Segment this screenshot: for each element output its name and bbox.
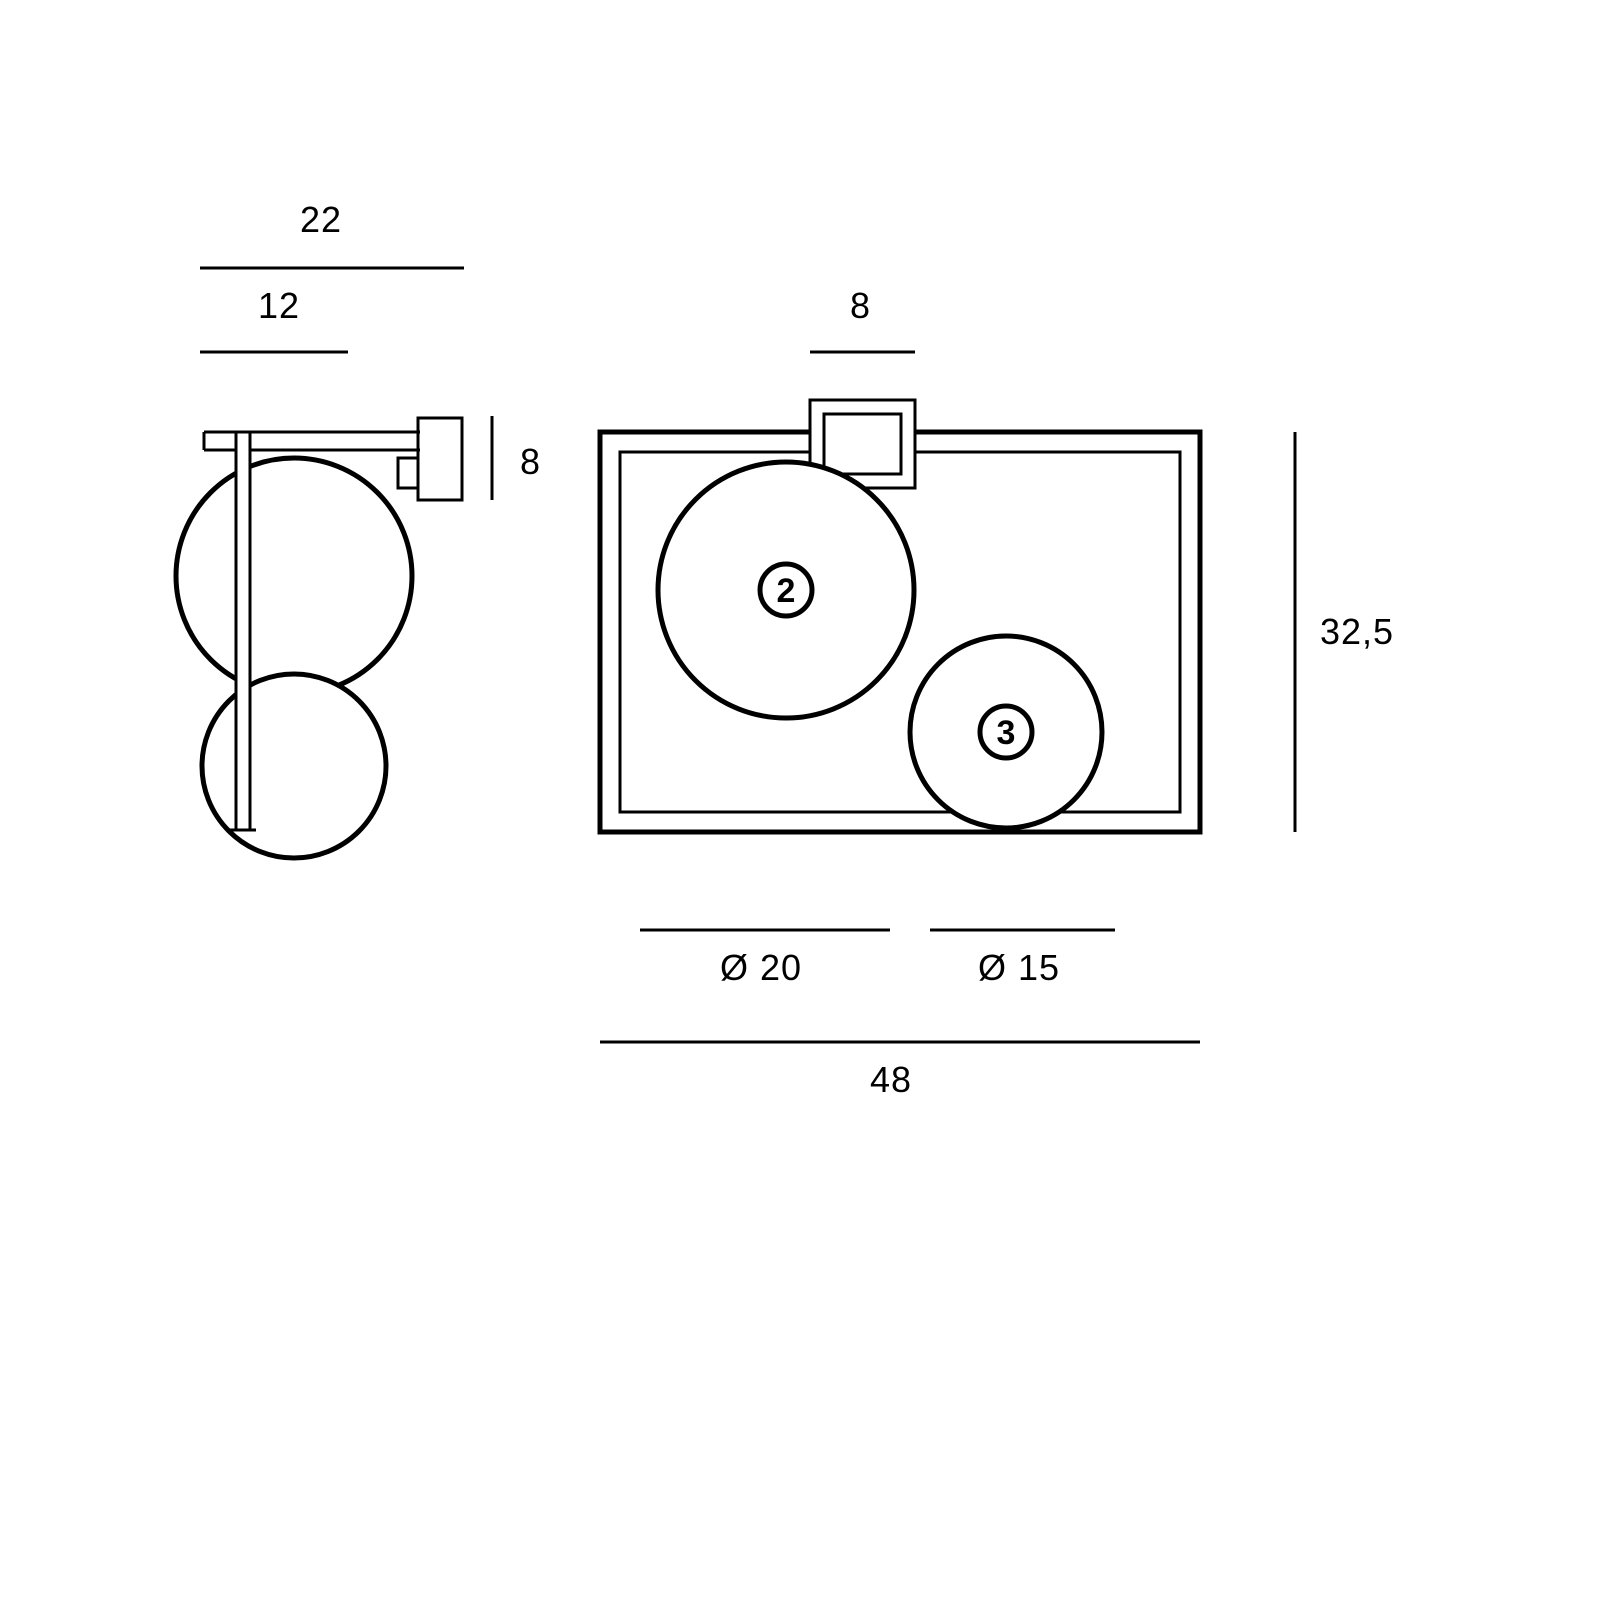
dim-label-12: 12	[258, 285, 300, 326]
side-sphere-lower	[202, 674, 386, 858]
dim-label-22: 22	[300, 199, 342, 240]
dim-label-48: 48	[870, 1059, 912, 1100]
dim-label-325: 32,5	[1320, 611, 1394, 652]
front-view	[600, 400, 1200, 832]
dim-label-dia20: Ø 20	[720, 947, 802, 988]
side-view	[176, 418, 462, 858]
mount-inner	[824, 414, 901, 474]
dim-label-8-side: 8	[520, 441, 541, 482]
dim-label-8-top: 8	[850, 285, 871, 326]
marker-label-3: 3	[997, 714, 1016, 752]
side-sphere-upper	[176, 458, 412, 694]
technical-drawing: 22 12 8 8 32,5 Ø 20 Ø 15 48 2 3	[0, 0, 1600, 1600]
dim-label-dia15: Ø 15	[978, 947, 1060, 988]
side-drop-rod	[236, 432, 250, 830]
marker-label-2: 2	[777, 572, 796, 610]
